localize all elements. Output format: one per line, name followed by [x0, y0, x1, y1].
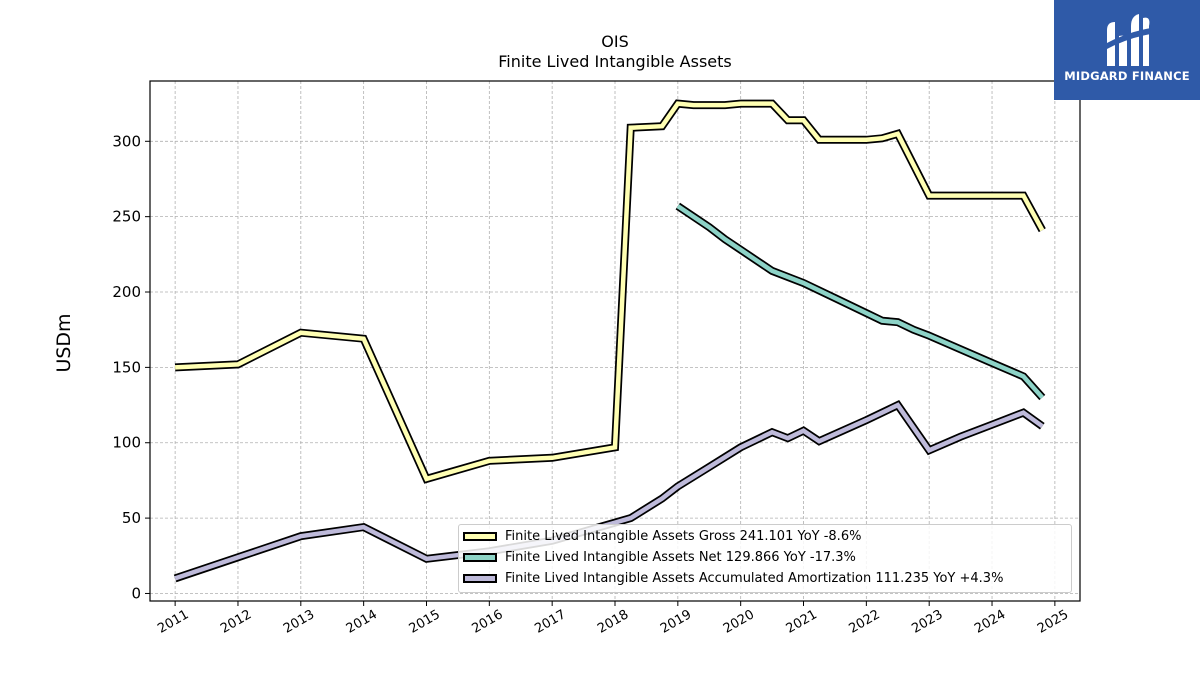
legend-label-amortization: Finite Lived Intangible Assets Accumulat… — [505, 571, 1004, 586]
series-line-net — [676, 204, 1044, 400]
x-tick-label: 2019 — [658, 607, 694, 637]
legend-item-gross: Finite Lived Intangible Assets Gross 241… — [459, 527, 1071, 547]
x-tick-label: 2020 — [721, 607, 757, 637]
series-line-gross — [174, 101, 1045, 482]
y-tick-label: 300 — [112, 132, 141, 150]
x-tick-label: 2023 — [909, 607, 945, 637]
logo-mark-icon — [1105, 14, 1151, 66]
logo-text: MIDGARD FINANCE — [1064, 69, 1190, 83]
plot-frame — [149, 80, 1081, 602]
x-tick-label: 2013 — [281, 607, 317, 637]
midgard-finance-logo: MIDGARD FINANCE — [1054, 0, 1200, 100]
x-tick-label: 2016 — [469, 607, 505, 637]
x-tick-label: 2017 — [532, 607, 568, 637]
y-tick-label: 50 — [122, 509, 141, 527]
legend: Finite Lived Intangible Assets Gross 241… — [458, 524, 1072, 593]
series-line-amortization — [174, 402, 1044, 581]
legend-swatch-gross — [463, 532, 497, 541]
legend-label-gross: Finite Lived Intangible Assets Gross 241… — [505, 529, 862, 544]
x-tick-label: 2011 — [155, 607, 191, 637]
y-tick-label: 100 — [112, 434, 141, 452]
x-tick-label: 2021 — [784, 607, 820, 637]
x-tick-label: 2014 — [344, 607, 380, 637]
chart-subtitle: Finite Lived Intangible Assets — [498, 52, 732, 71]
x-tick-label: 2018 — [595, 607, 631, 637]
x-tick-label: 2025 — [1035, 607, 1071, 637]
y-axis-label: USDm — [53, 313, 75, 373]
legend-label-net: Finite Lived Intangible Assets Net 129.8… — [505, 550, 856, 565]
legend-item-net: Finite Lived Intangible Assets Net 129.8… — [459, 548, 1071, 568]
x-tick-label: 2012 — [218, 607, 254, 637]
legend-swatch-amortization — [463, 574, 497, 583]
legend-swatch-net — [463, 553, 497, 562]
y-tick-label: 250 — [112, 208, 141, 226]
x-tick-label: 2022 — [847, 607, 883, 637]
x-tick-label: 2024 — [972, 607, 1008, 637]
y-tick-label: 200 — [112, 283, 141, 301]
chart-title: OIS — [601, 32, 629, 51]
x-tick-label: 2015 — [407, 607, 443, 637]
y-tick-label: 0 — [131, 584, 141, 602]
y-tick-label: 150 — [112, 358, 141, 376]
legend-item-amortization: Finite Lived Intangible Assets Accumulat… — [459, 569, 1071, 589]
